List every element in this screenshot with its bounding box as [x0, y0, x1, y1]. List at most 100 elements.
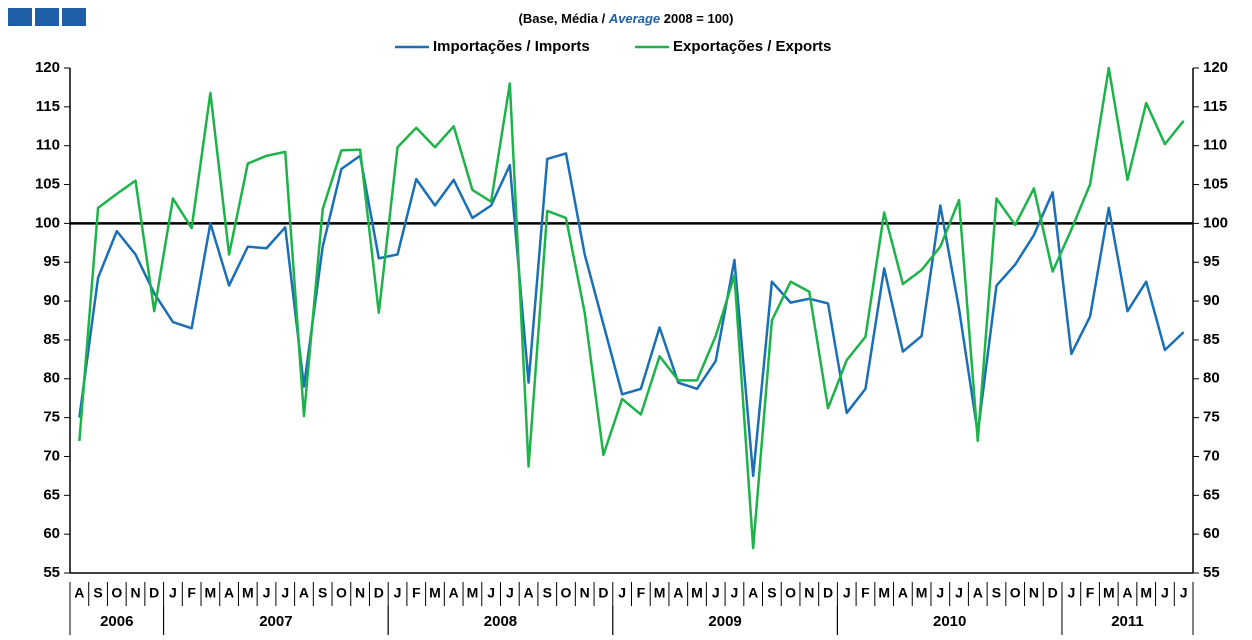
x-tick-label: J [955, 585, 963, 601]
x-tick-label: F [1086, 585, 1095, 601]
x-tick-label: M [1103, 585, 1115, 601]
x-tick-label: J [712, 585, 720, 601]
x-tick-label: N [804, 585, 814, 601]
y-tick-label: 100 [35, 214, 60, 231]
x-tick-label: M [916, 585, 928, 601]
year-label: 2009 [708, 613, 741, 630]
x-tick-label: D [1048, 585, 1058, 601]
x-tick-label: O [111, 585, 122, 601]
x-tick-label: S [543, 585, 552, 601]
y2-tick-label: 90 [1203, 292, 1220, 309]
x-tick-label: M [691, 585, 703, 601]
x-tick-label: M [205, 585, 217, 601]
x-tick-label: S [93, 585, 102, 601]
x-tick-label: J [1067, 585, 1075, 601]
y2-tick-label: 95 [1203, 253, 1220, 270]
x-tick-label: J [263, 585, 271, 601]
x-tick-label: A [898, 585, 908, 601]
x-tick-label: S [767, 585, 776, 601]
x-tick-label: O [336, 585, 347, 601]
y2-tick-label: 75 [1203, 409, 1220, 426]
x-tick-label: J [936, 585, 944, 601]
y-tick-label: 60 [43, 525, 60, 542]
series-line [78, 152, 1185, 478]
subtitle-part: Average [608, 11, 660, 26]
x-tick-label: J [618, 585, 626, 601]
x-tick-label: N [355, 585, 365, 601]
x-tick-label: A [523, 585, 533, 601]
x-tick-label: A [1122, 585, 1132, 601]
x-tick-label: N [580, 585, 590, 601]
y-tick-label: 110 [36, 137, 60, 154]
y2-tick-label: 65 [1203, 486, 1220, 503]
x-tick-label: M [1140, 585, 1152, 601]
logo-block [8, 8, 32, 26]
year-label: 2011 [1111, 613, 1144, 630]
x-tick-label: D [823, 585, 833, 601]
logo-block [35, 8, 59, 26]
y-tick-label: 70 [43, 447, 60, 464]
x-tick-label: J [1161, 585, 1169, 601]
x-tick-label: N [1029, 585, 1039, 601]
x-tick-label: A [74, 585, 84, 601]
x-tick-label: A [449, 585, 459, 601]
x-tick-label: F [861, 585, 870, 601]
x-tick-label: D [374, 585, 384, 601]
x-tick-label: A [748, 585, 758, 601]
x-tick-label: O [561, 585, 572, 601]
logo-block [62, 8, 86, 26]
legend-label: Exportações / Exports [673, 38, 831, 55]
year-label: 2010 [933, 613, 966, 630]
x-tick-label: J [487, 585, 495, 601]
y2-tick-label: 110 [1203, 137, 1227, 154]
x-tick-label: J [843, 585, 851, 601]
subtitle-part: 2008 = 100) [660, 11, 733, 26]
y2-tick-label: 105 [1203, 176, 1228, 193]
y-tick-label: 55 [43, 564, 60, 581]
year-label: 2008 [484, 613, 517, 630]
x-tick-label: D [149, 585, 159, 601]
x-tick-label: J [731, 585, 739, 601]
y-tick-label: 85 [43, 331, 60, 348]
x-tick-label: O [1010, 585, 1021, 601]
x-tick-label: A [973, 585, 983, 601]
x-tick-label: S [992, 585, 1001, 601]
y2-tick-label: 120 [1203, 59, 1228, 76]
y-tick-label: 115 [36, 98, 60, 115]
x-tick-label: A [299, 585, 309, 601]
x-tick-label: A [224, 585, 234, 601]
y2-tick-label: 80 [1203, 370, 1220, 387]
x-tick-label: N [130, 585, 140, 601]
x-tick-label: O [785, 585, 796, 601]
subtitle-part: (Base, Média / [519, 11, 609, 26]
y2-tick-label: 70 [1203, 447, 1220, 464]
y-tick-label: 65 [43, 486, 60, 503]
y2-tick-label: 85 [1203, 331, 1220, 348]
x-tick-label: M [242, 585, 254, 601]
x-tick-label: J [169, 585, 177, 601]
x-tick-label: M [429, 585, 441, 601]
y-tick-label: 105 [35, 176, 60, 193]
x-tick-label: A [673, 585, 683, 601]
x-tick-label: M [878, 585, 890, 601]
x-tick-label: J [1180, 585, 1188, 601]
y2-tick-label: 100 [1203, 214, 1228, 231]
year-label: 2007 [259, 613, 292, 630]
y-tick-label: 90 [43, 292, 60, 309]
chart-subtitle: (Base, Média / Average 2008 = 100) [519, 11, 734, 26]
y-tick-label: 120 [35, 59, 60, 76]
y2-tick-label: 55 [1203, 564, 1220, 581]
series-line [78, 66, 1185, 550]
x-tick-label: J [506, 585, 514, 601]
x-tick-label: D [598, 585, 608, 601]
x-tick-label: M [467, 585, 479, 601]
year-label: 2006 [100, 613, 133, 630]
x-tick-label: S [318, 585, 327, 601]
x-tick-label: J [281, 585, 289, 601]
x-tick-label: F [187, 585, 196, 601]
y2-tick-label: 115 [1203, 98, 1227, 115]
x-tick-label: J [394, 585, 402, 601]
x-tick-label: F [412, 585, 421, 601]
y2-tick-label: 60 [1203, 525, 1220, 542]
